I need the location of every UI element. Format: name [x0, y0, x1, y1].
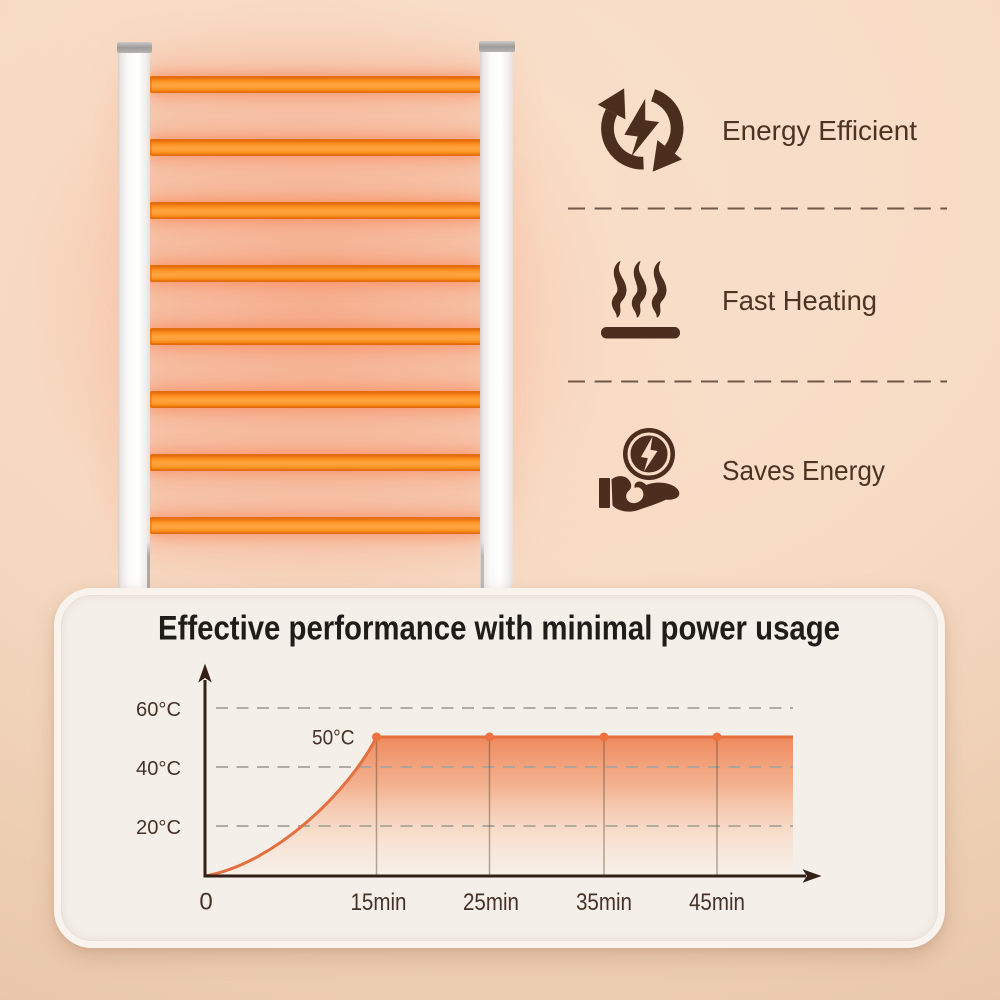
- svg-text:0: 0: [199, 889, 212, 916]
- svg-text:Fast Heating: Fast Heating: [722, 285, 877, 316]
- svg-text:15min: 15min: [351, 889, 407, 916]
- svg-text:20°C: 20°C: [136, 816, 181, 839]
- svg-text:Energy Efficient: Energy Efficient: [722, 115, 917, 146]
- svg-text:45min: 45min: [689, 889, 745, 916]
- svg-text:Saves Energy: Saves Energy: [722, 455, 885, 486]
- svg-text:60°C: 60°C: [136, 698, 181, 721]
- svg-text:35min: 35min: [576, 889, 632, 916]
- svg-text:40°C: 40°C: [136, 757, 181, 780]
- svg-text:50°C: 50°C: [312, 727, 355, 750]
- svg-text:25min: 25min: [463, 889, 519, 916]
- svg-text:Effective performance with min: Effective performance with minimal power…: [158, 610, 840, 648]
